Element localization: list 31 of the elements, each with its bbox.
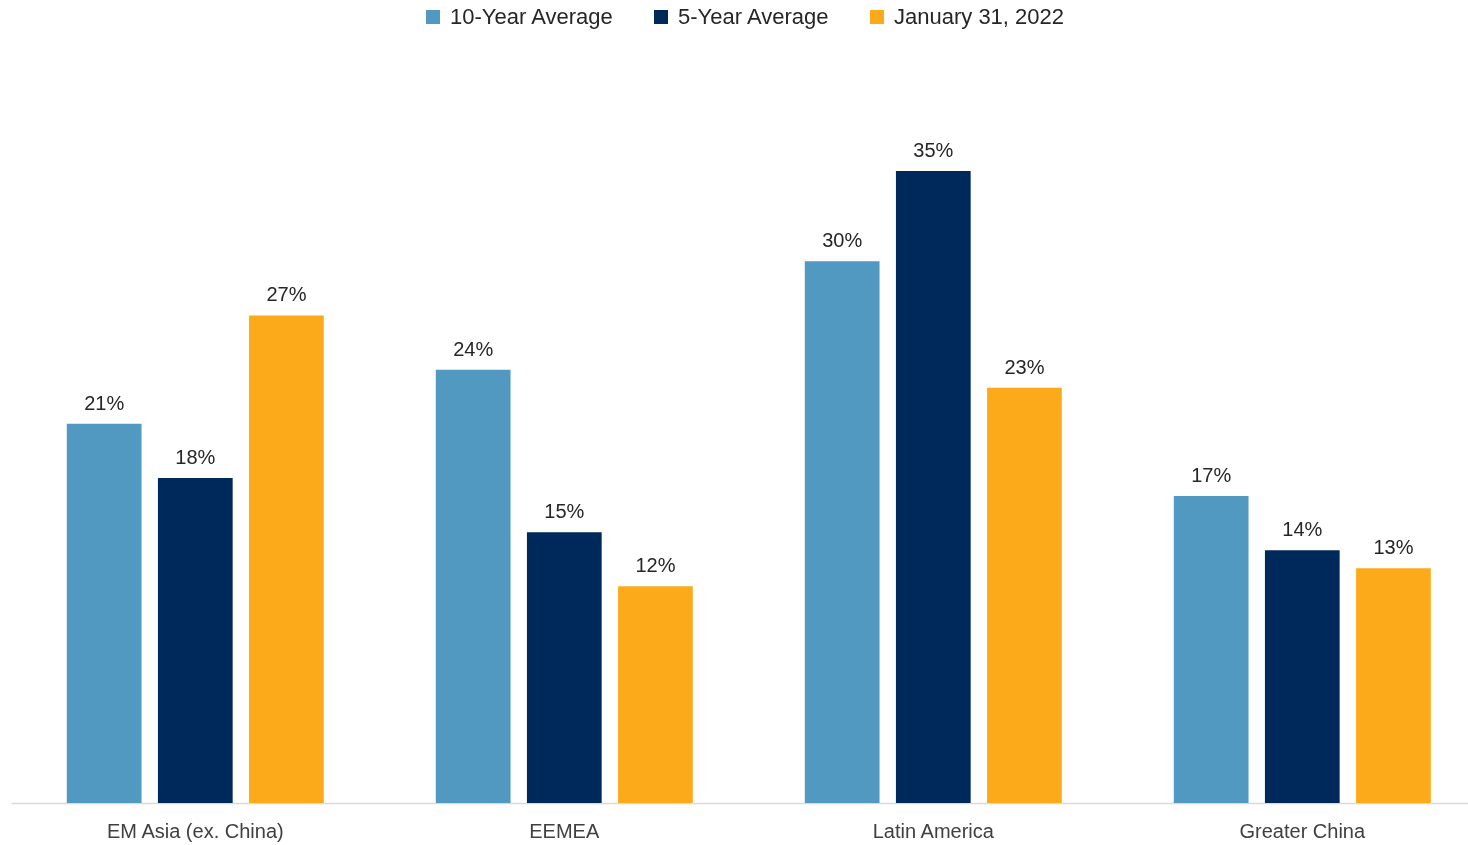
data-label: 35% <box>913 139 954 161</box>
bar <box>526 532 602 803</box>
data-label: 13% <box>1373 536 1414 559</box>
data-label: 17% <box>1191 464 1232 487</box>
data-label: 21% <box>84 391 125 414</box>
bar <box>157 477 233 803</box>
data-label: 18% <box>175 445 216 468</box>
data-label: 23% <box>1004 355 1045 378</box>
bar <box>1264 550 1340 803</box>
x-tick-label: Greater China <box>1239 819 1366 842</box>
bar <box>435 369 511 803</box>
bar <box>1173 496 1249 803</box>
bar <box>895 171 971 803</box>
bar <box>1356 568 1431 803</box>
x-tick-label: EEMEA <box>529 819 600 842</box>
legend-label: 10-Year Average <box>450 4 613 29</box>
data-label: 14% <box>1282 518 1323 541</box>
bar <box>618 586 693 803</box>
legend-label: January 31, 2022 <box>894 4 1065 29</box>
bar <box>987 387 1062 803</box>
legend-label: 5-Year Average <box>678 4 829 29</box>
bar <box>804 261 880 803</box>
data-label: 27% <box>266 283 307 306</box>
data-label: 15% <box>544 500 585 523</box>
data-label: 30% <box>822 229 863 252</box>
x-tick-label: Latin America <box>872 819 995 842</box>
x-tick-label: EM Asia (ex. China) <box>106 819 284 842</box>
data-label: 12% <box>635 554 676 577</box>
bar <box>249 315 324 803</box>
data-label: 24% <box>453 337 494 360</box>
bar <box>66 423 142 803</box>
